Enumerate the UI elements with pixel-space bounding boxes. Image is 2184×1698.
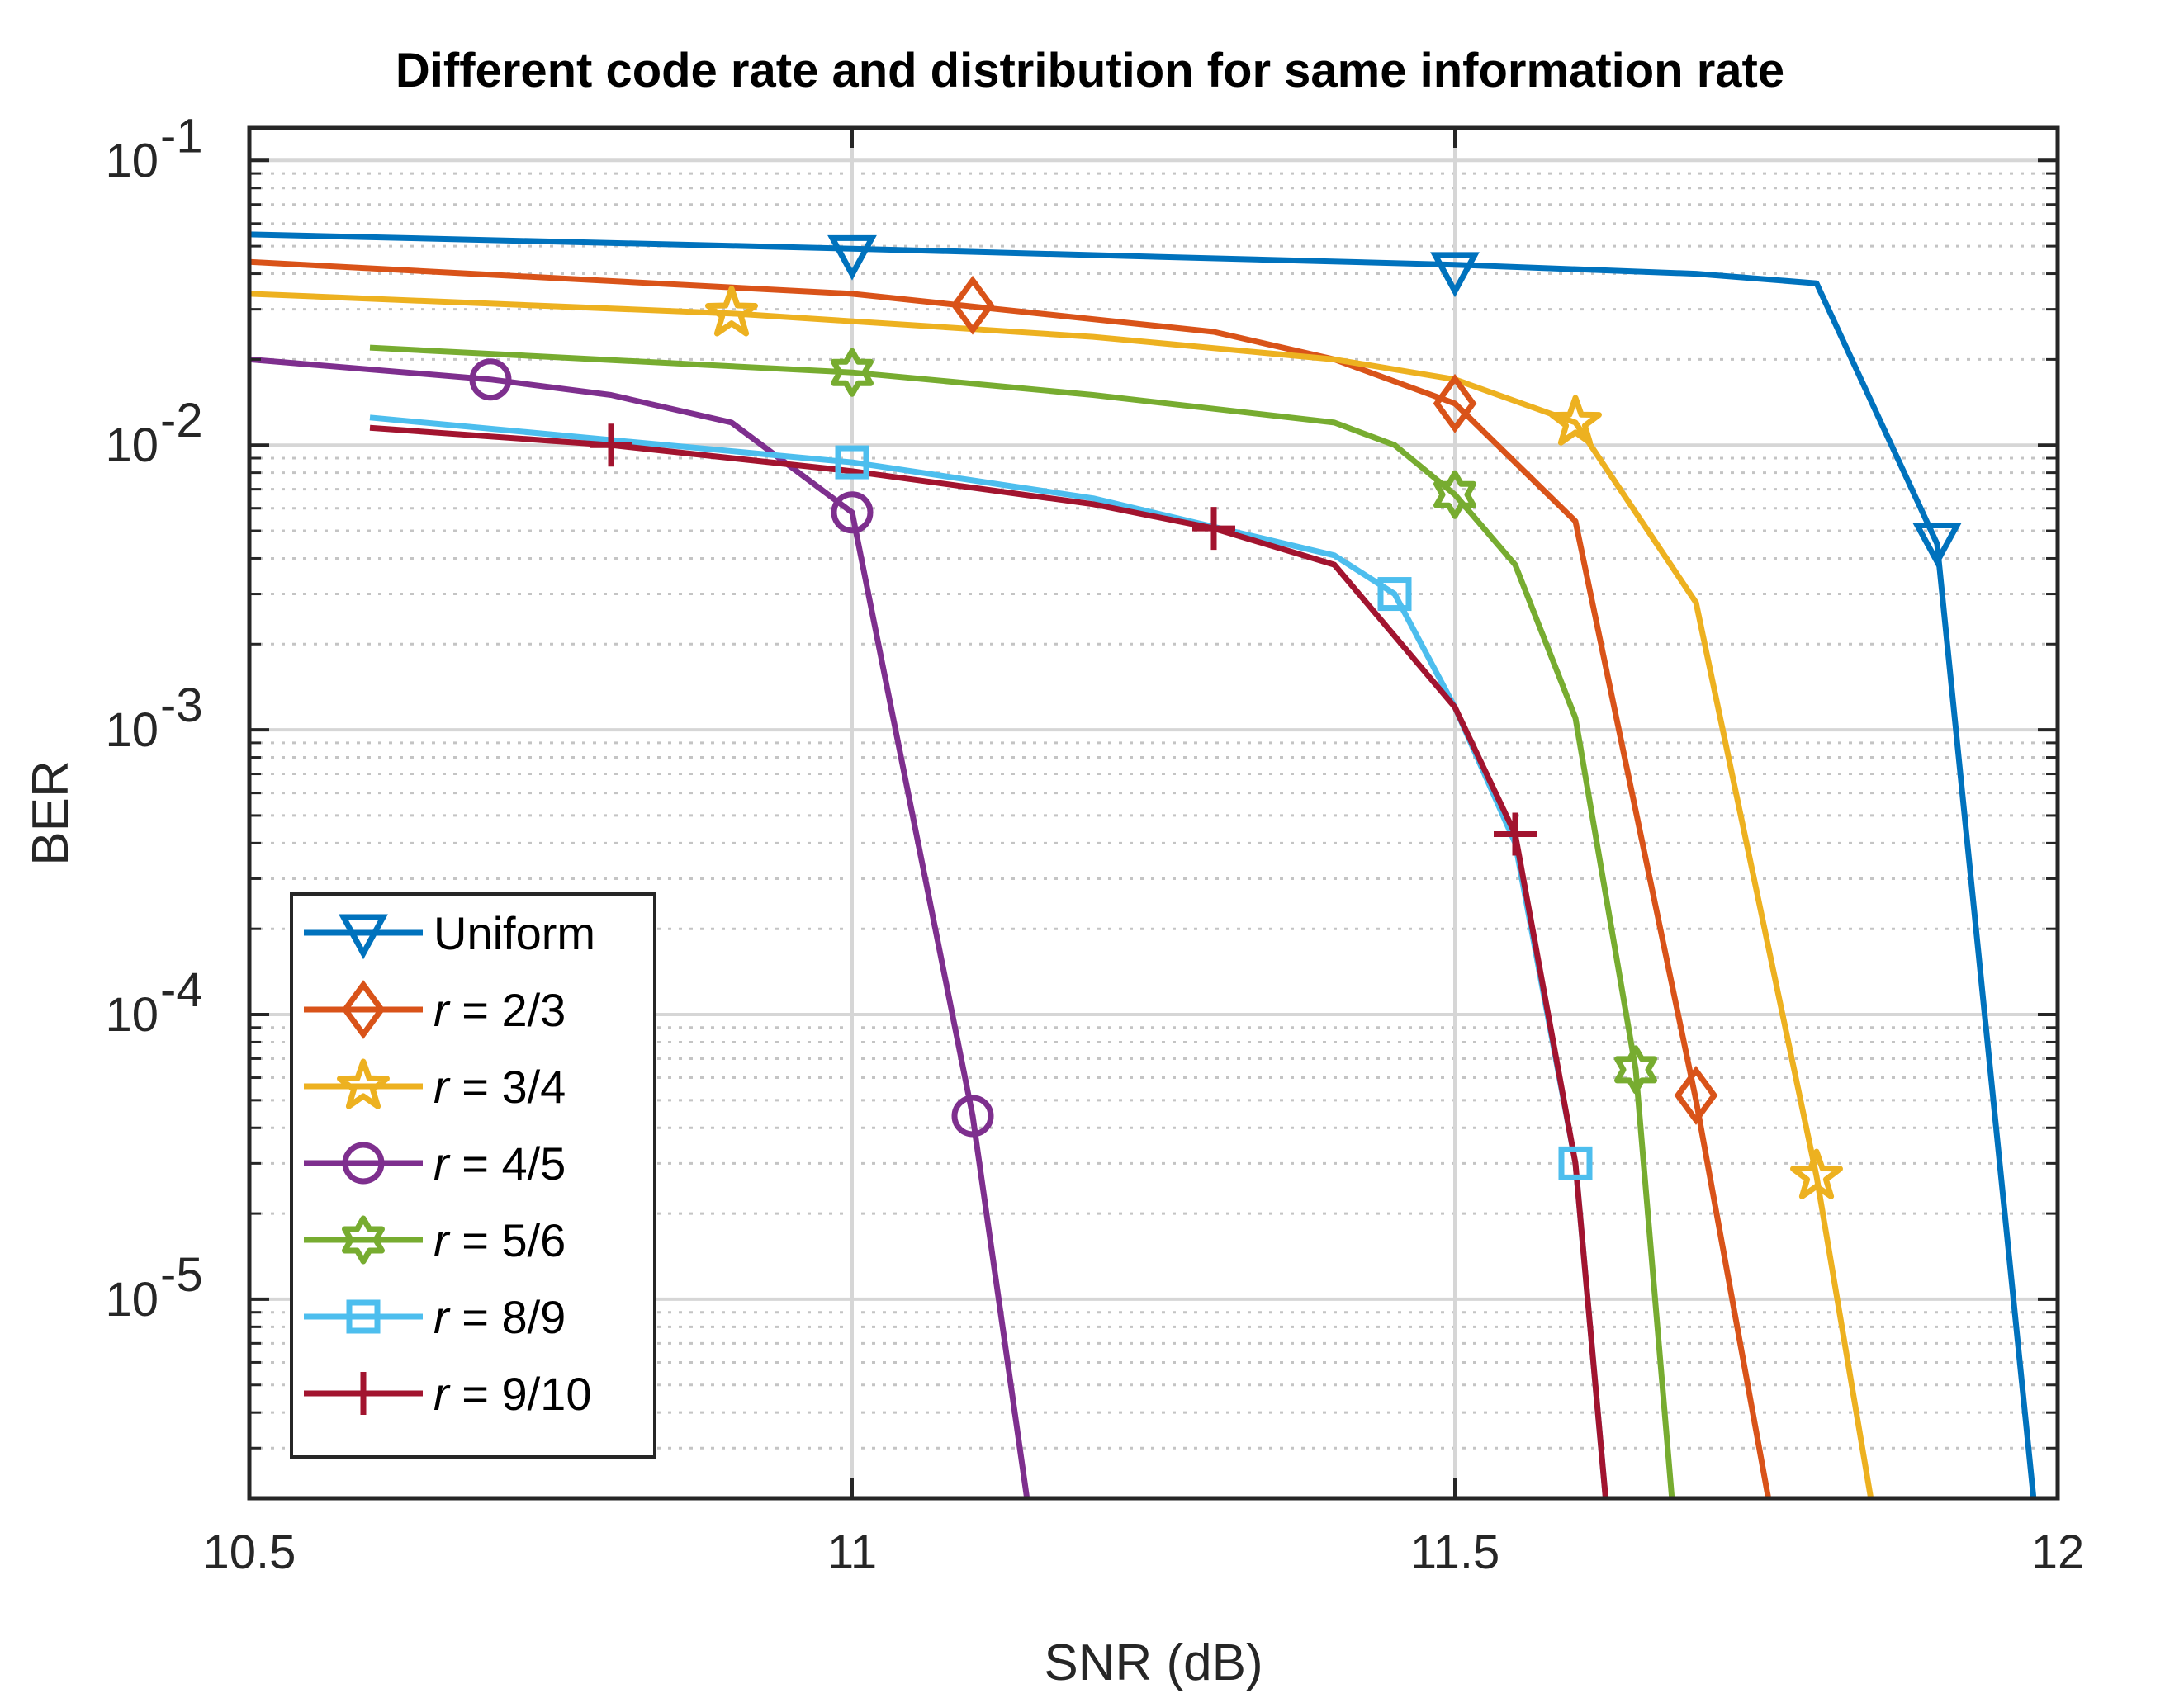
data-point-uniform [1912, 523, 1962, 568]
y-tick-label: 10 -2 [105, 394, 202, 472]
legend-item-r34: r = 3/4 [304, 1058, 566, 1113]
data-point-r56 [1433, 470, 1476, 519]
y-tick-label: 10 -3 [105, 679, 202, 757]
x-tick-label: 11.5 [1410, 1525, 1500, 1579]
data-point-r34 [705, 286, 758, 337]
x-tick-label: 12 [2031, 1525, 2085, 1579]
y-tick-base: 10 [105, 703, 159, 757]
y-tick-label: 10 -4 [105, 963, 202, 1042]
legend-marker [342, 1372, 385, 1415]
data-point-r45 [951, 1095, 994, 1138]
legend-item-r23: r = 2/3 [304, 980, 566, 1039]
legend-label-value: = 4/5 [449, 1138, 566, 1190]
series-layer [249, 231, 2037, 1498]
legend-marker [341, 980, 386, 1039]
y-tick-exponent: -4 [160, 963, 203, 1017]
legend-label-value: = 2/3 [449, 984, 566, 1036]
legend-label: r = 4/5 [433, 1138, 566, 1190]
y-tick-exponent: -2 [160, 394, 203, 447]
legend-label: r = 9/10 [433, 1368, 591, 1420]
legend-label-variable: r [433, 1368, 451, 1420]
legend-item-r89: r = 8/9 [304, 1291, 566, 1343]
legend-label: r = 2/3 [433, 984, 566, 1036]
data-point-r910 [1192, 507, 1235, 551]
y-tick-base: 10 [105, 134, 159, 187]
y-axis-label: BER [22, 760, 79, 865]
data-point-r45 [831, 491, 874, 534]
marker-layer [469, 234, 1962, 1199]
legend-label: Uniform [433, 907, 595, 959]
data-point-r89 [835, 445, 869, 480]
x-tick-label: 10.5 [203, 1525, 296, 1579]
data-point-r910 [1494, 812, 1537, 856]
plot-frame [247, 125, 2060, 1501]
y-tick-base: 10 [105, 988, 159, 1042]
legend-label-variable: r [433, 1061, 451, 1113]
data-point-r45 [469, 358, 512, 401]
legend-label-value: = 8/9 [449, 1291, 566, 1343]
legend-label-value: = 5/6 [449, 1214, 566, 1266]
legend-label-value: = 3/4 [449, 1061, 566, 1113]
legend-label-variable: r [433, 1138, 451, 1190]
legend-marker [337, 1058, 390, 1109]
data-point-r56 [831, 348, 874, 397]
legend-label: r = 5/6 [433, 1214, 566, 1266]
data-point-r89 [1377, 577, 1412, 612]
legend-label-variable: r [433, 1214, 451, 1266]
series-line-uniform [249, 231, 2037, 1498]
legend-label-variable: r [433, 1291, 451, 1343]
legend-item-uniform: Uniform [304, 907, 595, 960]
legend-marker [346, 1299, 381, 1334]
data-point-r34 [1549, 395, 1602, 446]
y-tick-label: 10 -5 [105, 1248, 202, 1327]
data-point-r34 [1790, 1148, 1843, 1199]
y-tick-exponent: -5 [160, 1248, 203, 1302]
data-point-r56 [1614, 1045, 1657, 1095]
legend-label: r = 3/4 [433, 1061, 566, 1113]
y-tick-exponent: -1 [160, 109, 203, 163]
series-line-r23 [249, 258, 1772, 1498]
series-line-r45 [249, 356, 1030, 1498]
legend-item-r45: r = 4/5 [304, 1138, 566, 1190]
data-point-uniform [1430, 252, 1480, 298]
data-point-r23 [1674, 1066, 1718, 1125]
data-point-r23 [950, 275, 995, 335]
series-line-r910 [369, 424, 1608, 1498]
y-tick-labels: 10-110-210-310-410-5 [105, 109, 202, 1327]
y-tick-exponent: -3 [160, 679, 203, 732]
y-tick-base: 10 [105, 1273, 159, 1327]
legend-label-variable: r [433, 984, 451, 1036]
legend-label: r = 8/9 [433, 1291, 566, 1343]
data-point-r89 [1558, 1146, 1593, 1180]
data-point-r910 [590, 423, 632, 467]
x-tick-label: 11 [827, 1525, 877, 1579]
legend-marker [342, 1142, 385, 1185]
legend-marker [339, 914, 388, 960]
series-line-r56 [369, 344, 1675, 1498]
chart-title: Different code rate and distribution for… [396, 44, 1784, 97]
y-tick-label: 10 -1 [105, 109, 202, 187]
legend-marker [342, 1215, 385, 1265]
legend-label-value: = 9/10 [449, 1368, 592, 1420]
data-point-r23 [1433, 373, 1477, 433]
legend-item-r910: r = 9/10 [304, 1368, 591, 1420]
data-point-uniform [827, 234, 877, 281]
legend-item-r56: r = 5/6 [304, 1214, 566, 1266]
x-tick-labels: 10.5 11 11.5 12 [203, 1525, 2085, 1579]
x-axis-label: SNR (dB) [1044, 1634, 1263, 1691]
y-tick-base: 10 [105, 419, 159, 472]
legend-label-value: Uniform [433, 907, 595, 959]
